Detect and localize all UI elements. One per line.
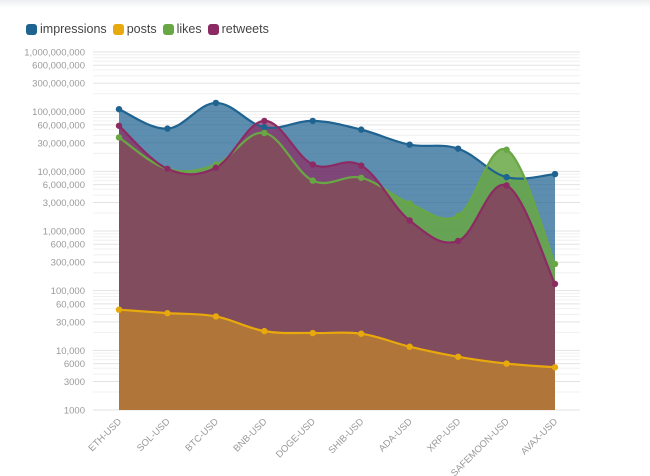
point-posts-DOGE-USD[interactable] bbox=[309, 329, 316, 337]
point-likes-ETH-USD[interactable] bbox=[115, 134, 123, 141]
area-posts bbox=[119, 309, 555, 410]
legend-label-posts: posts bbox=[126, 22, 157, 36]
x-tick-label: BNB-USD bbox=[231, 416, 269, 454]
line-likes bbox=[118, 131, 557, 265]
point-likes-SAFEMOON-USD[interactable] bbox=[503, 146, 510, 153]
x-tick-label: ETH-USD bbox=[86, 416, 124, 454]
y-tick-label: 600,000,000 bbox=[32, 61, 85, 72]
point-retweets-AVAX-USD[interactable] bbox=[551, 280, 559, 288]
x-tick-label: BTC-USD bbox=[183, 416, 221, 454]
points bbox=[115, 99, 559, 371]
legend-swatch-posts bbox=[112, 23, 124, 35]
x-tick-label: XRP-USD bbox=[425, 416, 463, 454]
legend-swatch-retweets bbox=[207, 23, 219, 35]
y-tick-label: 6,000,000 bbox=[43, 180, 85, 191]
point-impressions-AVAX-USD[interactable] bbox=[551, 170, 559, 178]
y-tick-label: 60,000,000 bbox=[37, 120, 85, 131]
point-impressions-XRP-USD[interactable] bbox=[454, 145, 462, 152]
area-retweets bbox=[119, 120, 555, 411]
point-impressions-ETH-USD[interactable] bbox=[115, 105, 123, 113]
point-retweets-XRP-USD[interactable] bbox=[454, 237, 462, 245]
legend-item-retweets[interactable]: retweets bbox=[207, 22, 269, 36]
y-tick-label: 6000 bbox=[64, 359, 85, 370]
point-impressions-SOL-USD[interactable] bbox=[164, 125, 171, 132]
point-impressions-SHIB-USD[interactable] bbox=[358, 126, 365, 133]
point-likes-SHIB-USD[interactable] bbox=[358, 174, 365, 181]
lines bbox=[118, 101, 557, 369]
point-retweets-SAFEMOON-USD[interactable] bbox=[503, 182, 510, 189]
y-tick-label: 3,000,000 bbox=[43, 198, 85, 209]
y-tick-label: 30,000 bbox=[56, 317, 85, 328]
y-tick-label: 3000 bbox=[64, 377, 85, 388]
point-likes-XRP-USD[interactable] bbox=[454, 212, 462, 219]
legend-swatch-impressions bbox=[26, 23, 37, 35]
point-retweets-DOGE-USD[interactable] bbox=[309, 161, 316, 168]
point-likes-AVAX-USD[interactable] bbox=[551, 260, 559, 268]
x-tick-label: SHIB-USD bbox=[326, 416, 366, 456]
line-posts bbox=[118, 308, 556, 369]
y-tick-label: 10,000,000 bbox=[37, 167, 85, 178]
point-posts-SHIB-USD[interactable] bbox=[358, 330, 365, 337]
y-tick-label: 300,000 bbox=[51, 258, 85, 269]
y-tick-label: 600,000 bbox=[51, 240, 85, 251]
point-retweets-ADA-USD[interactable] bbox=[406, 217, 413, 224]
x-tick-label: ADA-USD bbox=[377, 416, 415, 454]
y-tick-label: 30,000,000 bbox=[37, 138, 85, 149]
y-tick-label: 100,000 bbox=[51, 286, 85, 297]
point-likes-BNB-USD[interactable] bbox=[261, 129, 268, 137]
point-retweets-BTC-USD[interactable] bbox=[212, 164, 220, 171]
legend-label-retweets: retweets bbox=[221, 22, 269, 36]
point-posts-BTC-USD[interactable] bbox=[212, 313, 220, 320]
legend-label-likes: likes bbox=[176, 22, 202, 36]
x-tick-label: AVAX-USD bbox=[519, 416, 560, 457]
point-posts-AVAX-USD[interactable] bbox=[551, 364, 559, 371]
legend-swatch-likes bbox=[162, 23, 174, 35]
point-retweets-BNB-USD[interactable] bbox=[261, 117, 268, 125]
y-tick-label: 60,000 bbox=[56, 299, 85, 310]
x-tick-label: DOGE-USD bbox=[274, 416, 318, 460]
point-impressions-BTC-USD[interactable] bbox=[212, 99, 220, 107]
point-impressions-BNB-USD[interactable] bbox=[261, 123, 268, 131]
point-impressions-SAFEMOON-USD[interactable] bbox=[503, 173, 510, 181]
x-tick-label: SOL-USD bbox=[135, 416, 173, 454]
y-tick-label: 1,000,000 bbox=[43, 227, 85, 238]
legend-item-posts[interactable]: posts bbox=[112, 22, 157, 36]
areas bbox=[119, 102, 555, 411]
point-likes-DOGE-USD[interactable] bbox=[309, 177, 316, 184]
y-tick-label: 100,000,000 bbox=[32, 107, 85, 118]
point-retweets-SHIB-USD[interactable] bbox=[358, 162, 365, 169]
point-posts-XRP-USD[interactable] bbox=[454, 353, 462, 360]
legend-label-impressions: impressions bbox=[40, 22, 107, 36]
point-impressions-ADA-USD[interactable] bbox=[406, 141, 413, 148]
legend-item-likes[interactable]: likes bbox=[162, 22, 202, 36]
point-retweets-SOL-USD[interactable] bbox=[164, 165, 171, 173]
legend-item-impressions[interactable]: impressions bbox=[26, 22, 107, 36]
point-impressions-DOGE-USD[interactable] bbox=[309, 117, 316, 125]
line-impressions bbox=[118, 101, 556, 180]
y-tick-label: 1000 bbox=[64, 406, 85, 417]
y-tick-label: 10,000 bbox=[56, 346, 85, 357]
point-likes-ADA-USD[interactable] bbox=[406, 200, 413, 207]
top-bar bbox=[0, 0, 650, 8]
point-posts-SAFEMOON-USD[interactable] bbox=[503, 360, 510, 367]
point-posts-BNB-USD[interactable] bbox=[261, 327, 268, 335]
point-retweets-ETH-USD[interactable] bbox=[115, 122, 123, 129]
point-posts-ETH-USD[interactable] bbox=[115, 306, 123, 313]
y-tick-label: 1,000,000,000 bbox=[24, 48, 85, 59]
legend: impressions posts likes retweets bbox=[26, 20, 269, 38]
point-posts-ADA-USD[interactable] bbox=[406, 343, 413, 350]
point-posts-SOL-USD[interactable] bbox=[164, 309, 171, 317]
y-tick-label: 300,000,000 bbox=[32, 79, 85, 90]
line-retweets bbox=[118, 119, 556, 285]
